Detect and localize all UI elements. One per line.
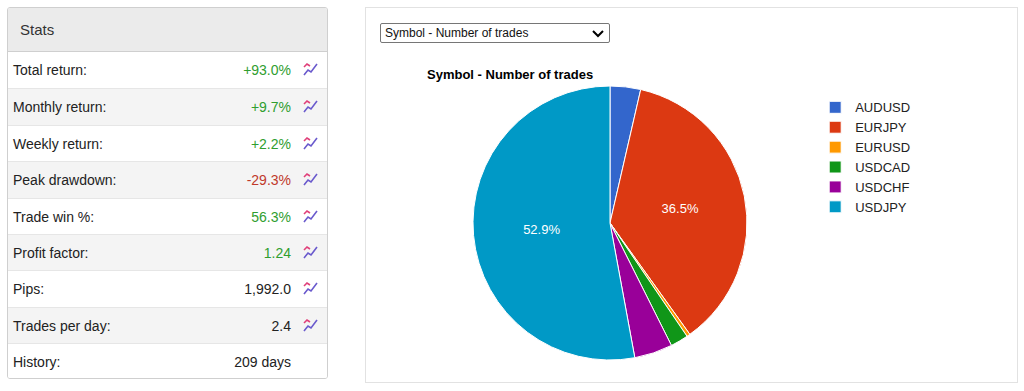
html-text:56.3%: 56.3% (251, 208, 291, 225)
html-text:2.4: 2.4 (271, 317, 291, 334)
html-text:+9.7%: +9.7% (250, 99, 291, 116)
svg-text:USDJPY: USDJPY (855, 200, 907, 215)
html-text:+93.0%: +93.0% (243, 62, 291, 78)
svg-text:USDCHF: USDCHF (855, 180, 909, 195)
html-text:History:: History: (13, 354, 61, 371)
html-text:-29.3%: -29.3% (246, 172, 291, 189)
html-text:Peak drawdown:: Peak drawdown: (13, 172, 117, 189)
svg-text:EURUSD: EURUSD (855, 140, 910, 155)
html-text:Profit factor:: Profit factor: (13, 245, 89, 261)
html-text:Trade win %:: Trade win %: (13, 208, 95, 225)
html-text:Total return:: Total return: (13, 62, 87, 78)
html-text:+2.2%: +2.2% (250, 135, 291, 152)
html-text:Stats: Stats (20, 21, 55, 38)
svg-text:36.5%: 36.5% (662, 201, 699, 216)
html-text:Symbol - Number of trades: Symbol - Number of trades (385, 26, 529, 40)
html-text:209 days: 209 days (234, 354, 291, 371)
svg-text:Symbol - Number of trades: Symbol - Number of trades (427, 67, 593, 82)
svg-text:EURJPY: EURJPY (855, 120, 907, 135)
html-text:1,992.0: 1,992.0 (244, 281, 291, 298)
html-text:Pips:: Pips: (13, 281, 45, 298)
svg-text:52.9%: 52.9% (523, 222, 560, 237)
html-text:Weekly return:: Weekly return: (13, 135, 103, 152)
svg-text:USDCAD: USDCAD (855, 160, 910, 175)
html-text:Monthly return:: Monthly return: (13, 99, 107, 116)
html-text:1.24: 1.24 (263, 245, 291, 261)
svg-text:AUDUSD: AUDUSD (855, 100, 910, 115)
html-text:Trades per day:: Trades per day: (13, 317, 111, 334)
